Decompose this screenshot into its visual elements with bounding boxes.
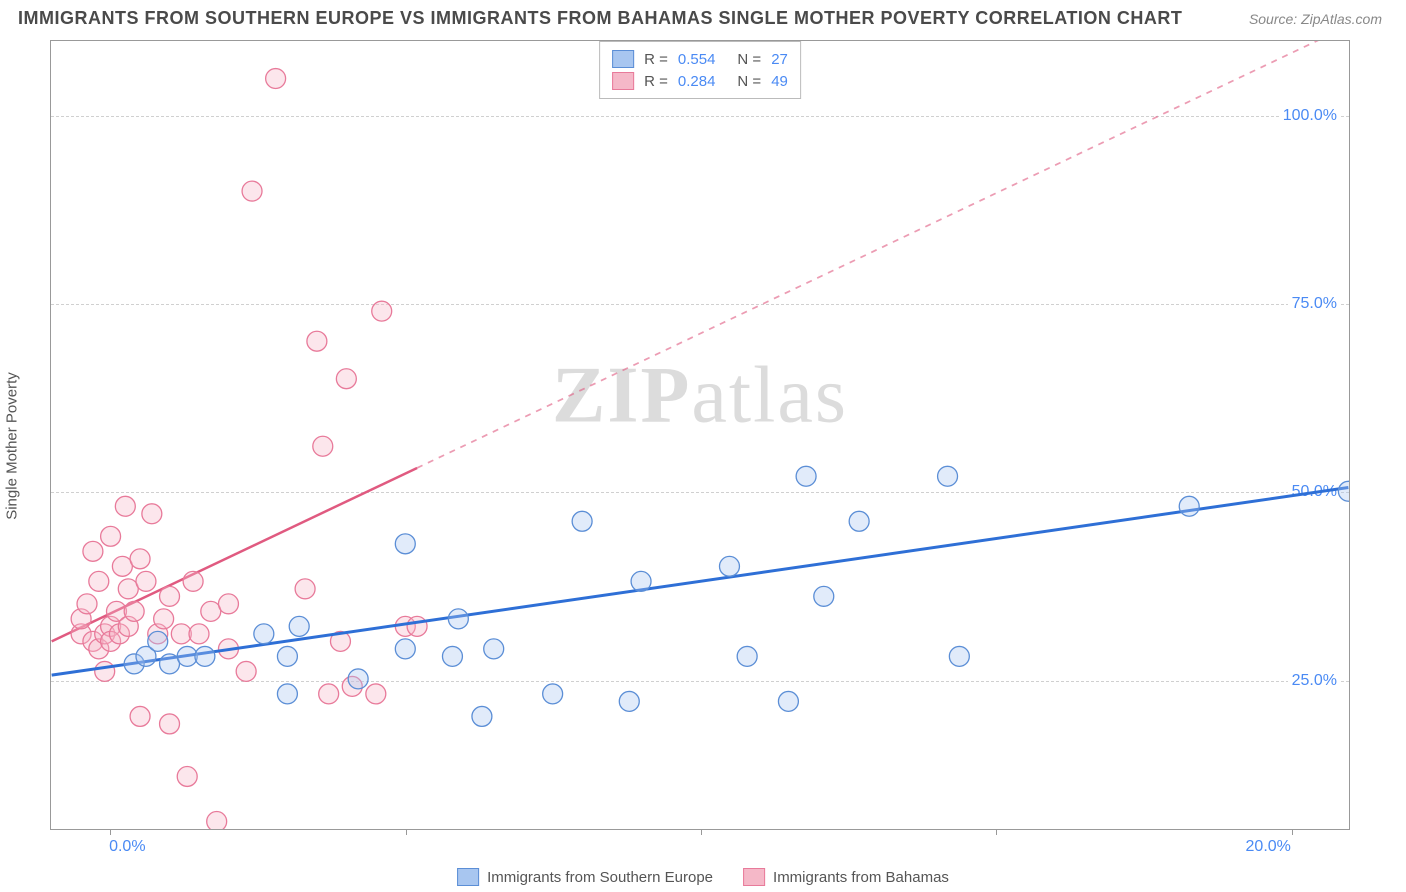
legend-swatch-blue [457, 868, 479, 886]
x-tick [701, 829, 702, 835]
chart-area: ZIPatlas R = 0.554 N = 27 R = 0.284 N = … [50, 40, 1350, 830]
scatter-plot [51, 41, 1349, 829]
legend-r-label: R = [644, 51, 668, 68]
legend-row: R = 0.284 N = 49 [612, 70, 788, 92]
legend-label: Immigrants from Southern Europe [487, 869, 713, 886]
legend-row: R = 0.554 N = 27 [612, 48, 788, 70]
legend-label: Immigrants from Bahamas [773, 869, 949, 886]
x-tick [996, 829, 997, 835]
x-tick [1292, 829, 1293, 835]
legend-r-value: 0.284 [678, 73, 716, 90]
legend-correlation: R = 0.554 N = 27 R = 0.284 N = 49 [599, 41, 801, 99]
legend-swatch-blue [612, 50, 634, 68]
legend-series: Immigrants from Southern Europe Immigran… [457, 868, 949, 886]
legend-swatch-pink [612, 72, 634, 90]
legend-n-value: 27 [771, 51, 788, 68]
page-title: IMMIGRANTS FROM SOUTHERN EUROPE VS IMMIG… [18, 8, 1182, 29]
x-tick-label: 20.0% [1246, 838, 1291, 856]
legend-r-label: R = [644, 73, 668, 90]
legend-n-label: N = [737, 51, 761, 68]
legend-r-value: 0.554 [678, 51, 716, 68]
legend-item: Immigrants from Southern Europe [457, 868, 713, 886]
x-tick [110, 829, 111, 835]
legend-item: Immigrants from Bahamas [743, 868, 949, 886]
legend-n-value: 49 [771, 73, 788, 90]
x-tick-label: 0.0% [109, 838, 145, 856]
y-axis-title: Single Mother Poverty [4, 372, 21, 520]
source-label: Source: ZipAtlas.com [1249, 11, 1382, 27]
x-tick [406, 829, 407, 835]
legend-swatch-pink [743, 868, 765, 886]
legend-n-label: N = [737, 73, 761, 90]
